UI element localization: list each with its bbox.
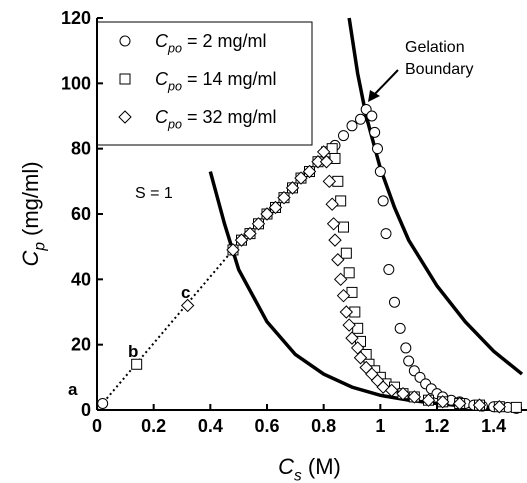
point: [352, 322, 364, 334]
point: [396, 386, 410, 401]
point: [400, 342, 412, 354]
point: [384, 383, 399, 398]
legend-swatch: [118, 110, 132, 124]
y-axis-label: Cp (mg/ml): [18, 161, 49, 266]
point: [336, 288, 351, 303]
point: [366, 110, 378, 122]
point: [251, 217, 266, 231]
point: [340, 247, 352, 259]
gelation-label: Boundary: [405, 61, 474, 78]
point: [510, 401, 522, 413]
point: [472, 398, 487, 412]
point: [131, 358, 143, 370]
x-tick-label: 0.6: [254, 416, 279, 436]
y-tick-label: 0: [81, 400, 91, 420]
point: [333, 272, 348, 287]
point: [339, 305, 354, 319]
x-tick-label: 0.4: [198, 416, 223, 436]
x-tick-label: 1.4: [481, 416, 506, 436]
point: [374, 166, 386, 178]
point: [403, 355, 415, 367]
y-tick-label: 80: [71, 139, 91, 159]
point: [329, 152, 341, 164]
point-label: b: [128, 342, 138, 361]
arrow-line: [371, 69, 399, 98]
y-tick-label: 100: [61, 73, 91, 93]
point: [331, 253, 345, 267]
arrow-head: [368, 90, 380, 102]
point: [335, 195, 347, 207]
point: [328, 233, 342, 247]
point: [345, 331, 359, 345]
point: [234, 233, 249, 247]
legend-label: Cpo = 32 mg/ml: [155, 107, 277, 131]
point: [294, 171, 308, 185]
point: [369, 126, 381, 138]
x-tick-label: 0: [92, 416, 102, 436]
legend-label: Cpo = 14 mg/ml: [155, 69, 277, 93]
point: [383, 264, 395, 276]
point: [407, 390, 422, 404]
x-tick-label: 1.2: [424, 416, 449, 436]
point: [180, 298, 195, 313]
point: [492, 400, 507, 414]
x-axis-label: Cs (M): [278, 454, 341, 483]
legend-swatch: [119, 35, 131, 47]
x-tick-label: 0.8: [311, 416, 336, 436]
point: [319, 155, 334, 169]
point-label: a: [68, 380, 78, 399]
point: [372, 143, 383, 155]
point: [302, 164, 317, 179]
x-tick-label: 0.2: [141, 416, 166, 436]
point: [389, 296, 400, 308]
point: [243, 226, 257, 241]
point: [226, 243, 240, 257]
point: [377, 195, 389, 207]
legend-swatch: [119, 73, 131, 85]
curve: [96, 252, 231, 411]
point: [346, 286, 358, 298]
point: [435, 395, 450, 409]
s1-label: S = 1: [135, 185, 173, 202]
point: [338, 130, 349, 142]
point: [322, 174, 337, 189]
point: [325, 197, 339, 211]
point: [277, 190, 291, 205]
point: [285, 181, 300, 195]
curve: [347, 17, 524, 376]
point: [343, 267, 355, 279]
point: [421, 393, 436, 407]
point: [394, 322, 406, 334]
point: [342, 318, 356, 332]
y-tick-label: 20: [71, 335, 91, 355]
y-tick-label: 40: [71, 269, 91, 289]
point: [338, 221, 349, 233]
x-tick-label: 1: [375, 416, 385, 436]
point: [97, 397, 109, 409]
point: [452, 396, 467, 411]
point: [380, 228, 392, 240]
point: [346, 120, 358, 132]
y-tick-label: 60: [71, 204, 91, 224]
point: [355, 113, 366, 125]
point: [260, 207, 274, 221]
gelation-label: Gelation: [405, 39, 465, 56]
point: [268, 200, 283, 215]
y-tick-label: 120: [61, 8, 91, 28]
point: [353, 351, 368, 365]
point: [326, 217, 341, 231]
legend-label: Cpo = 2 mg/ml: [155, 31, 267, 55]
point-label: c: [181, 283, 190, 302]
legend-box: [96, 21, 313, 146]
